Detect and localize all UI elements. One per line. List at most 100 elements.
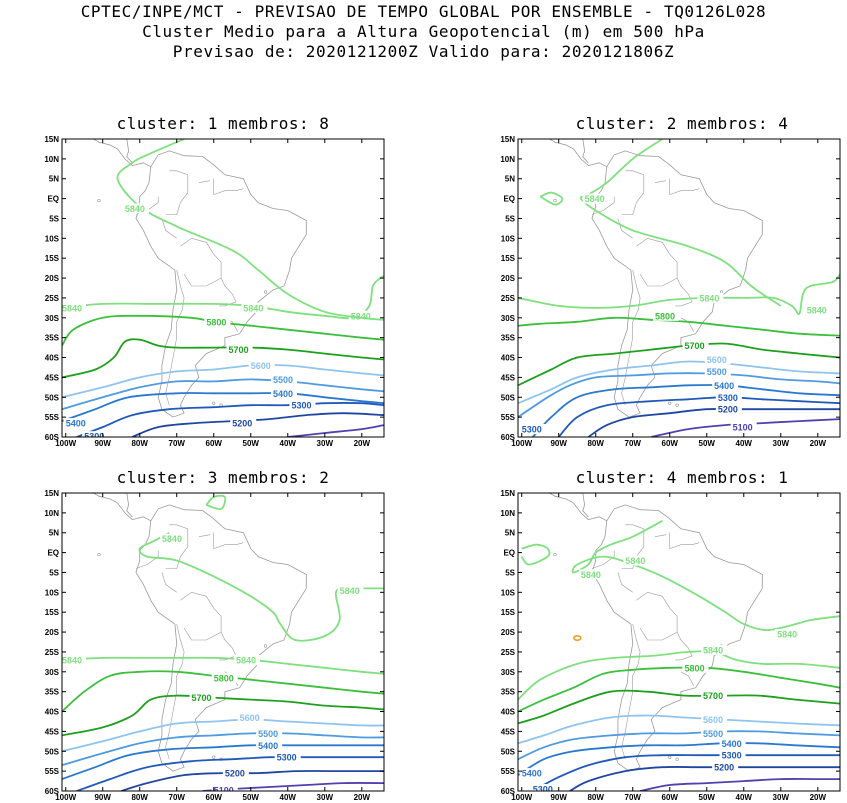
y-tick-label: 60S bbox=[45, 787, 60, 796]
x-tick-label: 70W bbox=[625, 439, 642, 448]
x-tick-label: 40W bbox=[736, 793, 753, 802]
y-tick-label: 40S bbox=[45, 708, 60, 717]
central-america-coast bbox=[93, 139, 151, 168]
contour-label-bg bbox=[712, 380, 739, 391]
y-tick-label: 5S bbox=[49, 214, 59, 223]
contour-label-5300: 5300 bbox=[722, 751, 742, 761]
island bbox=[675, 757, 679, 761]
contour-label-bg bbox=[256, 728, 283, 739]
contour-label-5500: 5500 bbox=[258, 729, 278, 739]
x-tick-label: 80W bbox=[131, 439, 148, 448]
contour-label-5840: 5840 bbox=[243, 303, 263, 313]
contour-label-bg bbox=[712, 762, 739, 773]
contour-label-bg bbox=[230, 418, 257, 429]
contour-label-bg bbox=[701, 728, 728, 739]
x-tick-label: 50W bbox=[243, 793, 260, 802]
island bbox=[675, 403, 679, 407]
contour-5840 bbox=[518, 650, 840, 701]
contour-label-bg bbox=[715, 392, 742, 403]
contour-label-bg bbox=[519, 768, 546, 779]
y-tick-label: 15S bbox=[501, 608, 516, 617]
y-tick-label: 55S bbox=[45, 413, 60, 422]
y-tick-label: 20S bbox=[501, 274, 516, 283]
y-tick-label: 50S bbox=[501, 747, 516, 756]
coastline bbox=[591, 150, 763, 418]
x-tick-label: 80W bbox=[587, 439, 604, 448]
contour-label-5400: 5400 bbox=[258, 741, 278, 751]
country-border bbox=[198, 534, 211, 537]
contour-label-bg bbox=[701, 690, 728, 701]
contour-label-bg bbox=[63, 418, 90, 429]
contour-label-5300: 5300 bbox=[277, 753, 297, 763]
y-tick-label: 30S bbox=[501, 314, 516, 323]
contour-label-5840: 5840 bbox=[236, 655, 256, 665]
y-tick-label: 5N bbox=[49, 175, 59, 184]
island bbox=[668, 755, 672, 759]
panel-frame bbox=[61, 492, 385, 792]
contour-label-5700: 5700 bbox=[703, 691, 723, 701]
contour-label-5200: 5200 bbox=[718, 405, 738, 415]
y-tick-label: 35S bbox=[45, 334, 60, 343]
contour-label-5200: 5200 bbox=[225, 769, 245, 779]
country-border bbox=[591, 550, 615, 569]
contour-label-bg bbox=[519, 424, 546, 435]
contour-label-bg bbox=[701, 714, 728, 725]
country-border bbox=[180, 591, 222, 641]
contour-label-bg bbox=[270, 388, 297, 399]
y-tick-label: 20S bbox=[45, 628, 60, 637]
x-tick-label: 60W bbox=[206, 793, 223, 802]
y-tick-label: EQ bbox=[47, 549, 59, 558]
country-border bbox=[165, 524, 189, 569]
contour-label-5500: 5500 bbox=[707, 367, 727, 377]
contour-label-5840: 5840 bbox=[162, 534, 182, 544]
coastline bbox=[591, 504, 763, 772]
contour-label-5800: 5800 bbox=[206, 317, 226, 327]
y-tick-label: 30S bbox=[501, 668, 516, 677]
panel-frame bbox=[61, 138, 385, 438]
small-contour-marker bbox=[572, 635, 582, 642]
contour-label-bg bbox=[248, 360, 275, 371]
x-tick-label: 100W bbox=[55, 793, 76, 802]
island bbox=[212, 755, 216, 759]
country-border bbox=[165, 270, 185, 406]
country-border bbox=[213, 178, 244, 196]
contour-label-5100: 5100 bbox=[733, 423, 753, 433]
y-tick-label: 15S bbox=[45, 254, 60, 263]
y-tick-label: 20S bbox=[45, 274, 60, 283]
island bbox=[263, 290, 268, 294]
central-america-coast bbox=[549, 139, 607, 168]
y-tick-label: 5S bbox=[505, 214, 515, 223]
x-tick-label: 100W bbox=[511, 793, 532, 802]
contour-label-bg bbox=[159, 533, 186, 544]
country-border bbox=[165, 170, 189, 215]
contour-label-bg bbox=[274, 752, 301, 763]
island bbox=[553, 198, 557, 203]
contour-label-5840: 5840 bbox=[581, 570, 601, 580]
y-tick-label: 10S bbox=[45, 234, 60, 243]
x-tick-label: 30W bbox=[317, 439, 334, 448]
x-tick-label: 20W bbox=[354, 793, 371, 802]
contour-5100 bbox=[639, 778, 840, 791]
y-tick-label: 25S bbox=[45, 294, 60, 303]
contour-label-bg bbox=[715, 404, 742, 415]
contour-label-bg bbox=[348, 310, 375, 321]
x-tick-label: 90W bbox=[550, 793, 567, 802]
y-tick-label: 35S bbox=[45, 688, 60, 697]
y-tick-label: 30S bbox=[45, 668, 60, 677]
y-tick-label: 10S bbox=[501, 234, 516, 243]
y-tick-label: 35S bbox=[501, 334, 516, 343]
y-tick-label: 10N bbox=[500, 155, 515, 164]
x-tick-label: 90W bbox=[94, 793, 111, 802]
y-tick-label: 15N bbox=[500, 489, 515, 498]
contour-label-bg bbox=[530, 784, 557, 791]
x-tick-label: 30W bbox=[317, 793, 334, 802]
panel-title-3: cluster: 3 membros: 2 bbox=[116, 468, 330, 487]
contour-5200 bbox=[131, 412, 384, 437]
contour-5700 bbox=[518, 689, 840, 725]
contour-label-5800: 5800 bbox=[655, 311, 675, 321]
contour-label-5600: 5600 bbox=[703, 715, 723, 725]
contour-label-5500: 5500 bbox=[703, 729, 723, 739]
y-tick-label: 10S bbox=[45, 588, 60, 597]
country-border bbox=[198, 180, 211, 183]
